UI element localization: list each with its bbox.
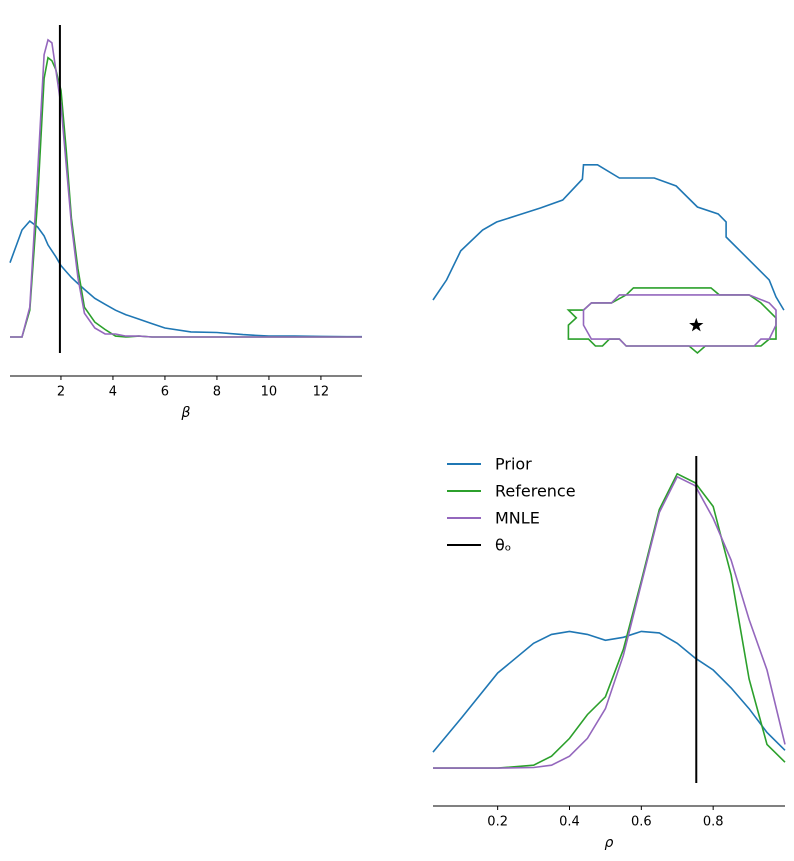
density-line (10, 56, 362, 338)
legend-label: MNLE (495, 509, 540, 528)
x-tick-label: 0.6 (631, 815, 652, 830)
x-tick-label: 4 (109, 385, 117, 400)
contour-line (432, 164, 785, 311)
x-tick-label: 2 (57, 385, 65, 400)
density-line (10, 38, 362, 338)
x-tick-label: 0.4 (559, 815, 580, 830)
legend-label: Reference (495, 482, 576, 501)
observed-star (689, 317, 704, 332)
x-tick-label: 12 (313, 385, 330, 400)
x-axis-label: β (181, 405, 191, 421)
x-tick-label: 8 (213, 385, 221, 400)
legend-label: Prior (495, 455, 532, 474)
x-tick-label: 0.2 (487, 815, 508, 830)
density-line (9, 220, 362, 338)
x-tick-label: 6 (161, 385, 169, 400)
x-axis-label: ρ (605, 835, 614, 851)
density-line (433, 472, 786, 769)
legend-label: θₒ (495, 536, 511, 555)
x-tick-label: 10 (261, 385, 278, 400)
density-line (432, 630, 786, 753)
x-tick-label: 0.8 (703, 815, 724, 830)
density-line (433, 475, 786, 769)
contour-line (566, 287, 777, 355)
contour-line (582, 294, 777, 347)
